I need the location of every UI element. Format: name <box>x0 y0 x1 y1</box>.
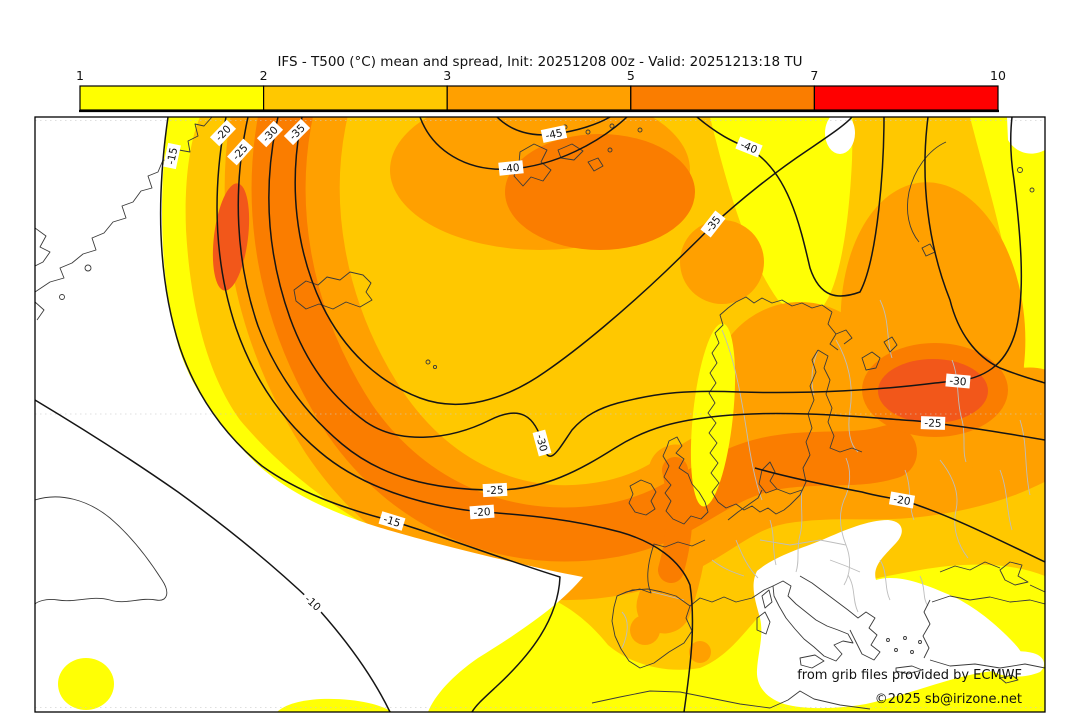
colorbar-tick-label: 1 <box>76 68 84 83</box>
svg-text:-20: -20 <box>473 506 491 519</box>
contour-label: -40 <box>498 160 524 176</box>
map-canvas: -15-20-25-30 -35-40-45-40-35-30-25-20-15-… <box>35 117 1045 712</box>
contour-label: -25 <box>482 482 508 497</box>
contour-minus25 <box>237 117 1045 491</box>
spread-fill-below1 <box>35 117 1045 712</box>
colorbar-segment <box>446 85 632 111</box>
colorbar-tick-label: 5 <box>627 68 635 83</box>
contour-label: -20 <box>469 504 495 520</box>
spread-fill-band1-patches <box>58 658 392 712</box>
colorbar-tick-label: 10 <box>990 68 1006 83</box>
contour-label: -15 <box>378 511 406 531</box>
coastlines <box>35 117 1045 710</box>
contour-minus10 <box>35 399 391 712</box>
contour-label: -30 <box>945 373 971 389</box>
svg-text:-20: -20 <box>892 493 911 508</box>
svg-text:-45: -45 <box>545 127 564 142</box>
spread-fill-band1-overlay <box>690 323 736 507</box>
graticule-lines <box>35 120 1045 708</box>
svg-text:-15: -15 <box>165 147 180 166</box>
contour-labels: -15-20-25-30 -35-40-45-40-35-30-25-20-15-… <box>163 118 971 616</box>
colorbar-segment <box>263 85 448 111</box>
attribution-source: from grib files provided by ECMWF <box>797 668 1022 683</box>
contour-label: -15 <box>163 142 181 170</box>
contour-minus20-east <box>754 467 1045 563</box>
page-title: IFS - T500 (°C) mean and spread, Init: 2… <box>277 54 802 70</box>
contour-lines <box>35 117 1045 712</box>
colorbar-segment <box>630 85 815 111</box>
contour-label: -25 <box>920 416 946 430</box>
colorbar-segment <box>79 85 265 111</box>
attribution-copyright: ©2025 sb@irizone.net <box>875 692 1022 707</box>
contour-minus35-east <box>924 117 1045 384</box>
svg-text:-30: -30 <box>533 433 549 453</box>
contour-label: -40 <box>735 136 763 158</box>
svg-text:-40: -40 <box>502 162 520 176</box>
colorbar-tick-label: 2 <box>260 68 268 83</box>
colorbar-segment <box>813 85 999 111</box>
map-frame <box>34 116 1046 713</box>
svg-text:-15: -15 <box>382 513 402 529</box>
contour-minus20 <box>216 117 694 712</box>
svg-text:-30: -30 <box>949 375 967 388</box>
colorbar-tick-label: 7 <box>810 68 818 83</box>
contour-label: -30 <box>532 429 552 457</box>
contour-label: -20 <box>888 491 916 509</box>
colorbar-legend: 1 2 3 5 7 10 <box>76 68 1006 113</box>
contour-minus35 <box>294 117 853 405</box>
svg-text:-25: -25 <box>924 417 942 430</box>
contour-minus15 <box>159 117 561 712</box>
svg-text:-40: -40 <box>739 139 759 157</box>
attribution: from grib files provided by ECMWF ©2025 … <box>797 668 1022 707</box>
contour-minus30 <box>268 117 1023 457</box>
contour-label: -45 <box>540 125 568 143</box>
colorbar-tick-label: 3 <box>443 68 451 83</box>
svg-text:-25: -25 <box>486 484 504 497</box>
